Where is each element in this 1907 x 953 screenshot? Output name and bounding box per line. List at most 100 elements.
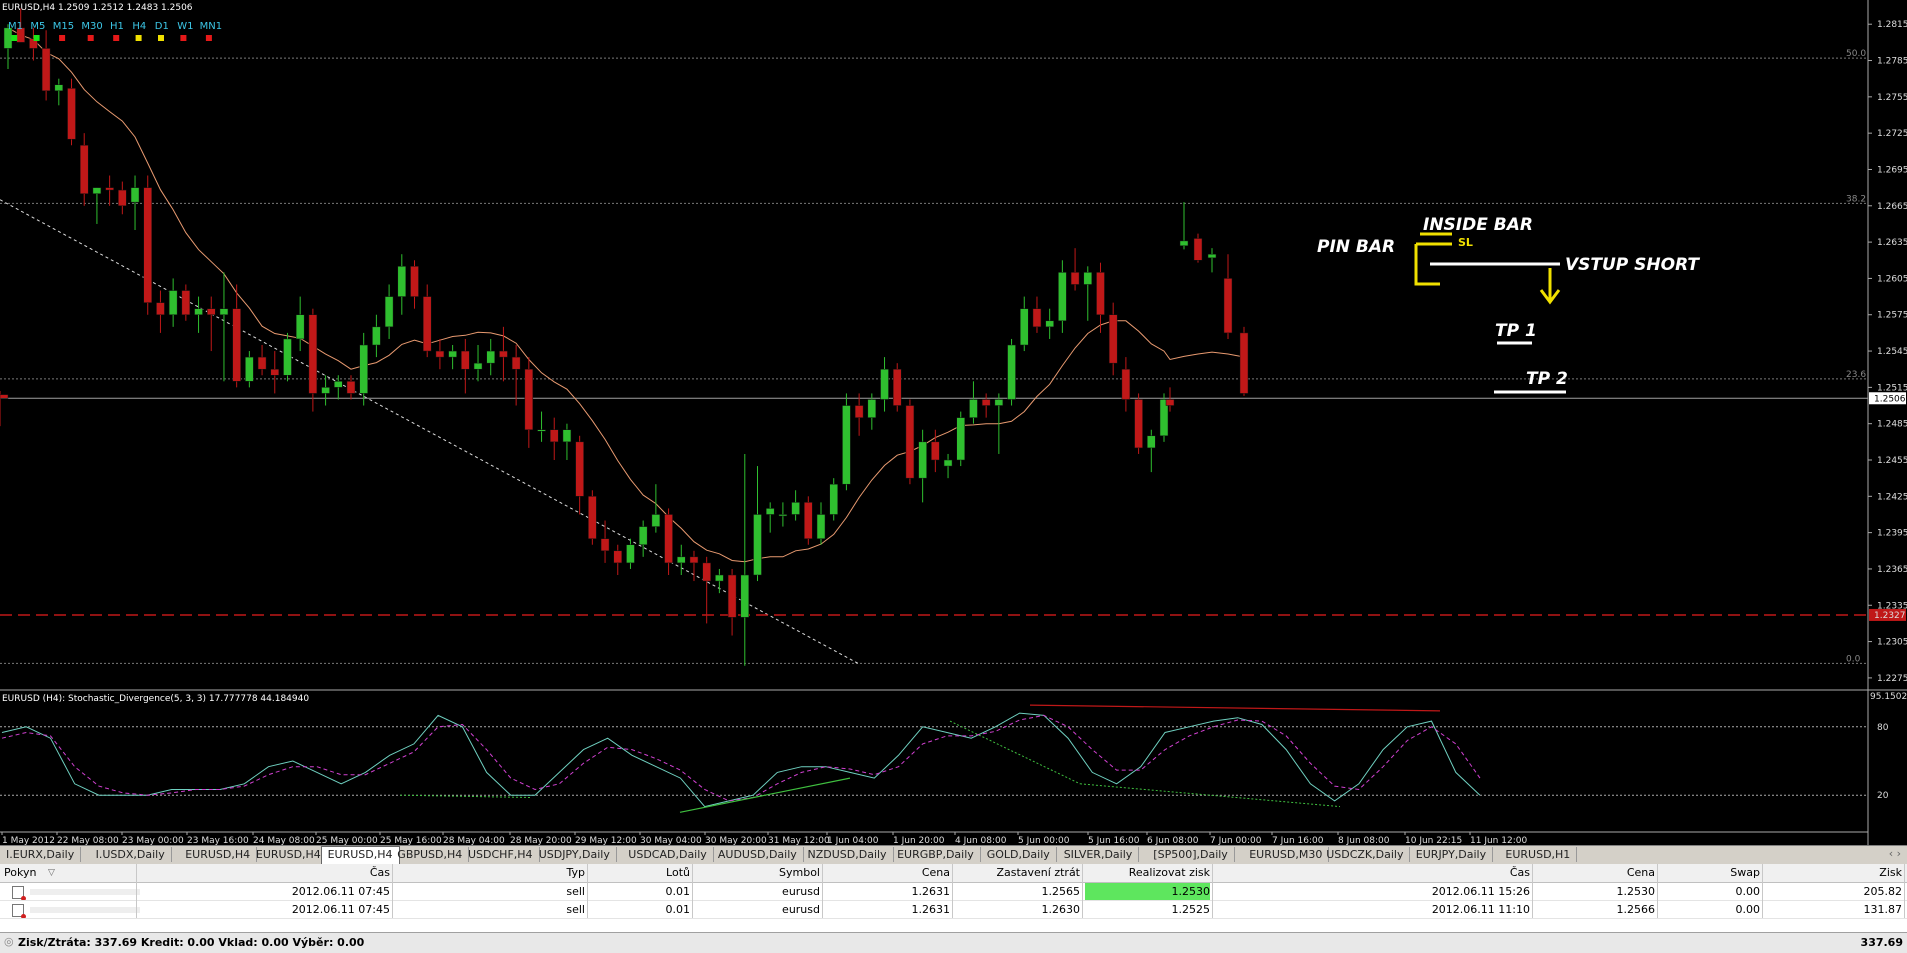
table-cell: 2012.06.11 07:45 [291, 885, 390, 898]
table-cell: 1.2525 [1171, 903, 1211, 916]
column-header[interactable]: Swap [1730, 866, 1760, 879]
chart-tab[interactable]: EURJPY,Daily [1410, 847, 1494, 862]
table-cell: 1.2631 [911, 885, 951, 898]
candle-body [854, 405, 864, 418]
candle-body [1134, 399, 1143, 449]
chart-tab[interactable]: I.USDX,Daily [90, 847, 172, 862]
timeframe-label[interactable]: MN1 [200, 21, 222, 32]
candle-body [54, 84, 64, 92]
candle-body [410, 266, 419, 297]
candle-body [664, 514, 673, 564]
chart-area[interactable]: 50.0 38.2 23.6 0.0 1.2815 1.2785 1.2755 1.2725… [0, 0, 1907, 845]
candle [372, 314, 381, 358]
candle-body [308, 314, 318, 394]
candle [651, 484, 661, 533]
column-header[interactable]: Cena [1626, 866, 1655, 879]
candle [600, 520, 610, 563]
chart-tab[interactable]: NZDUSD,Daily [802, 847, 894, 862]
candle [1223, 254, 1233, 339]
candle-body [969, 399, 978, 418]
time-axis-label: 7 Jun 16:00 [1272, 836, 1324, 845]
table-row[interactable]: 2012.06.11 07:45 sell 0.01 eurusd 1.2631 1.26… [0, 901, 1907, 919]
tab-scroll-arrows-icon[interactable]: ‹ › [1888, 847, 1901, 860]
time-axis-label: 25 May 16:00 [380, 836, 442, 845]
candle [219, 272, 229, 382]
candle [1193, 233, 1203, 263]
chart-tab[interactable]: I.EURX,Daily [0, 847, 82, 862]
timeframe-label[interactable]: W1 [177, 21, 193, 32]
candle [524, 357, 534, 448]
price-axis-label: 1.2515 [1877, 383, 1907, 393]
time-axis-label: 5 Jun 16:00 [1088, 836, 1140, 845]
chart-tab[interactable]: SILVER,Daily [1058, 847, 1140, 862]
column-header[interactable]: Symbol [779, 866, 820, 879]
candle [143, 175, 152, 315]
candle-body [753, 514, 762, 576]
candle [778, 502, 788, 527]
candle [677, 544, 686, 575]
chart-tab[interactable]: AUDUSD,Daily [712, 847, 804, 862]
chart-tab[interactable]: EURUSD,M30 [1243, 847, 1330, 862]
timeframe-label[interactable]: M5 [30, 21, 45, 32]
column-header[interactable]: Pokyn [4, 866, 37, 879]
timeframe-label[interactable]: H1 [110, 21, 124, 32]
price-axis-label: 1.2365 [1877, 565, 1907, 575]
terminal-header-row: Pokyn Čas Typ Lotů Symbol Cena Zastavení ztrát… [0, 864, 1907, 883]
candle-body [1223, 278, 1233, 334]
indicator-max-label: 95.1502 [1870, 692, 1907, 702]
chart-tab[interactable]: EURUSD,H4 [320, 846, 400, 864]
column-header[interactable]: Zisk [1879, 866, 1902, 879]
chart-tab[interactable]: EURUSD,H4 [250, 847, 328, 862]
chart-tab[interactable]: USDCAD,Daily [622, 847, 714, 862]
column-header[interactable]: Čas [369, 866, 390, 879]
timeframe-label[interactable]: H4 [132, 21, 146, 32]
chart-tab[interactable]: EURUSD,H1 [1499, 847, 1578, 862]
chart-tab[interactable]: GBPUSD,H4 [391, 847, 470, 862]
table-cell: 1.2631 [911, 903, 951, 916]
candle-body [105, 187, 114, 191]
candle [740, 453, 750, 666]
column-header[interactable]: Typ [566, 866, 586, 879]
chart-tab[interactable]: EURGBP,Daily [891, 847, 981, 862]
candle [1165, 387, 1175, 412]
divergence-line [1079, 783, 1341, 808]
chart-tab[interactable]: USDCZK,Daily [1320, 847, 1411, 862]
candle-body [804, 502, 813, 539]
timeframe-indicator [59, 35, 66, 41]
timeframe-label[interactable]: M1 [8, 21, 23, 32]
price-axis-label: 1.2335 [1877, 601, 1907, 611]
candle [54, 78, 64, 106]
candle-body [981, 399, 991, 406]
stochastic-main-line [1, 712, 1481, 808]
time-axis-label: 31 May 12:00 [768, 836, 830, 845]
column-header[interactable]: Čas [1509, 866, 1530, 879]
row-divider [0, 918, 1907, 919]
time-axis-label: 23 May 16:00 [187, 836, 249, 845]
candle-body [499, 350, 508, 358]
table-cell: sell [566, 885, 585, 898]
timeframe-label[interactable]: D1 [155, 21, 169, 32]
column-header[interactable]: Lotů [666, 866, 690, 879]
chart-tab[interactable]: EURUSD,H4 [179, 847, 258, 862]
chart-tab[interactable]: USDJPY,Daily [533, 847, 617, 862]
chart-tab[interactable]: GOLD,Daily [981, 847, 1057, 862]
column-header[interactable]: Zastavení ztrát [996, 866, 1080, 879]
candle-body [575, 441, 584, 497]
chart-tab[interactable]: [SP500],Daily [1147, 847, 1235, 862]
column-header[interactable]: Realizovat zisk [1128, 866, 1210, 879]
price-axis-label: 1.2305 [1877, 638, 1907, 648]
column-separator [136, 864, 137, 918]
timeframe-label[interactable]: M15 [53, 21, 74, 32]
chart-tab[interactable]: USDCHF,H4 [462, 847, 540, 862]
candle-body [905, 405, 915, 479]
candle [92, 187, 102, 224]
price-axis-label: 1.2575 [1877, 311, 1907, 321]
table-row[interactable]: 2012.06.11 07:45 sell 0.01 eurusd 1.2631 1.25… [0, 883, 1907, 901]
pin-bar-label: PIN BAR [1317, 237, 1395, 257]
candle-body [1207, 253, 1217, 259]
table-cell: 205.82 [1863, 885, 1903, 898]
price-axis-label: 1.2395 [1877, 529, 1907, 539]
candle-body [1121, 368, 1131, 400]
timeframe-label[interactable]: M30 [81, 21, 102, 32]
column-header[interactable]: Cena [921, 866, 950, 879]
